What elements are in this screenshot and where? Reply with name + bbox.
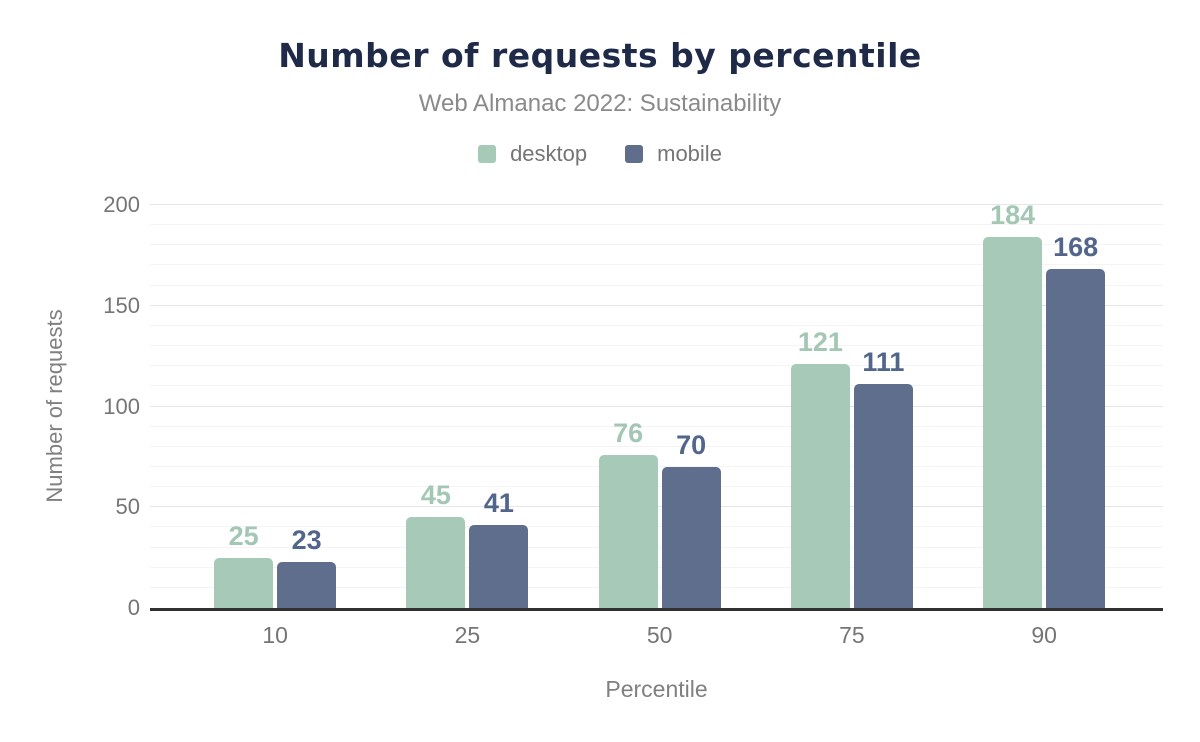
legend-item-mobile[interactable]: mobile xyxy=(625,141,722,167)
bar-value-label-mobile-p10: 23 xyxy=(291,524,322,555)
legend-item-desktop[interactable]: desktop xyxy=(478,141,587,167)
bar-desktop-p90[interactable] xyxy=(983,237,1043,608)
legend-label: desktop xyxy=(510,141,588,166)
y-tick-label-0: 0 xyxy=(127,595,140,620)
bar-value-label-mobile-p50: 70 xyxy=(676,429,707,460)
plot-area: 25 23 45 41 76 70 121 111 184 168 xyxy=(150,200,1163,611)
bar-mobile-p25[interactable] xyxy=(469,525,529,608)
x-tick-label-90: 90 xyxy=(1031,622,1057,648)
bar-value-label-desktop-p75: 121 xyxy=(797,327,843,358)
bar-value-label-desktop-p25: 45 xyxy=(420,480,451,511)
bar-value-label-desktop-p50: 76 xyxy=(613,417,644,448)
x-tick-label-25: 25 xyxy=(454,622,481,648)
bar-mobile-p50[interactable] xyxy=(661,466,721,608)
y-tick-label-200: 200 xyxy=(103,192,140,217)
bar-mobile-p75[interactable] xyxy=(853,384,913,608)
bar-desktop-p75[interactable] xyxy=(790,364,850,608)
bar-desktop-p50[interactable] xyxy=(598,454,658,608)
y-tick-label-50: 50 xyxy=(115,494,140,520)
bar-mobile-p90[interactable] xyxy=(1046,269,1106,608)
y-tick-label-150: 150 xyxy=(103,292,140,318)
bar-value-label-desktop-p90: 184 xyxy=(990,200,1036,231)
legend-swatch-desktop-icon xyxy=(478,145,497,163)
x-tick-label-75: 75 xyxy=(839,622,865,648)
x-tick-label-50: 50 xyxy=(646,622,673,648)
chart-subtitle: Web Almanac 2022: Sustainability xyxy=(418,90,782,117)
legend-swatch-mobile-icon xyxy=(625,145,644,163)
x-axis-title: Percentile xyxy=(605,676,708,702)
bar-desktop-p25[interactable] xyxy=(406,517,466,608)
bar-value-label-desktop-p10: 25 xyxy=(228,520,259,551)
bar-value-label-mobile-p90: 168 xyxy=(1053,232,1099,263)
bar-value-label-mobile-p25: 41 xyxy=(483,488,514,519)
bar-value-label-mobile-p75: 111 xyxy=(862,347,905,378)
chart-title: Number of requests by percentile xyxy=(278,36,922,75)
x-tick-label-10: 10 xyxy=(262,622,288,648)
legend: desktop mobile xyxy=(0,141,1200,167)
bar-mobile-p10[interactable] xyxy=(277,561,337,608)
bar-desktop-p10[interactable] xyxy=(214,557,274,608)
y-tick-label-100: 100 xyxy=(103,393,140,419)
legend-label: mobile xyxy=(657,141,722,166)
